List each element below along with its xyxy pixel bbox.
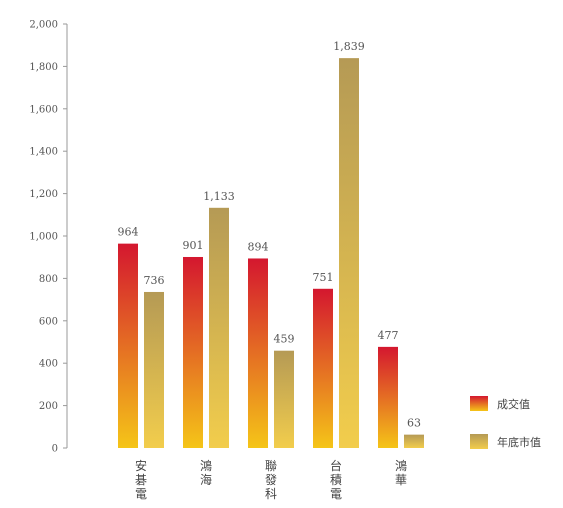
bar-trade-value (313, 288, 333, 448)
data-label: 901 (183, 239, 204, 252)
data-label: 751 (313, 271, 334, 284)
y-tick-label: 2,000 (29, 20, 58, 31)
y-tick-label: 1,800 (29, 62, 58, 73)
category-label: 鴻華 (395, 459, 407, 487)
bar-market-value (209, 207, 229, 448)
bar-market-value (144, 291, 164, 448)
data-label: 63 (407, 417, 421, 430)
bar-trade-value (183, 256, 203, 448)
y-tick-label: 1,200 (29, 189, 58, 200)
bar-market-value (274, 350, 294, 448)
bar-market-value (404, 434, 424, 448)
bar-trade-value (248, 258, 268, 448)
legend-label: 年底市值 (497, 435, 541, 449)
y-axis-ticks: 0 200 400 600 800 1,000 1,200 1,400 1,600 1,800 2,… (29, 20, 67, 455)
bar-trade-value (118, 243, 138, 448)
y-tick-label: 600 (39, 316, 58, 327)
legend-label: 成交值 (497, 397, 530, 411)
data-label: 1,133 (203, 190, 235, 203)
legend-swatch (470, 434, 488, 449)
data-label: 894 (248, 240, 269, 253)
y-tick-label: 800 (39, 274, 58, 285)
y-tick-label: 0 (52, 444, 58, 455)
value-labels: 964 736 901 1,133 894 459 751 1,839 477 63 (118, 40, 422, 430)
data-label: 964 (118, 226, 139, 239)
y-tick-label: 1,000 (29, 232, 58, 243)
category-label: 安碁電 (135, 458, 147, 501)
y-tick-label: 400 (39, 359, 58, 370)
category-labels: 安碁電 鴻海 聯發科 台積電 鴻華 (135, 458, 407, 501)
category-label: 台積電 (330, 458, 342, 501)
y-tick-label: 1,400 (29, 147, 58, 158)
category-label: 聯發科 (265, 459, 277, 501)
data-label: 477 (378, 329, 399, 342)
y-tick-label: 1,600 (29, 104, 58, 115)
data-label: 736 (144, 274, 165, 287)
data-label: 459 (274, 333, 295, 346)
bar-market-value (339, 58, 359, 449)
bars (118, 58, 424, 449)
category-label: 鴻海 (200, 459, 212, 487)
y-tick-label: 200 (39, 401, 58, 412)
bar-trade-value (378, 346, 398, 448)
legend-swatch (470, 396, 488, 411)
data-label: 1,839 (333, 40, 365, 53)
